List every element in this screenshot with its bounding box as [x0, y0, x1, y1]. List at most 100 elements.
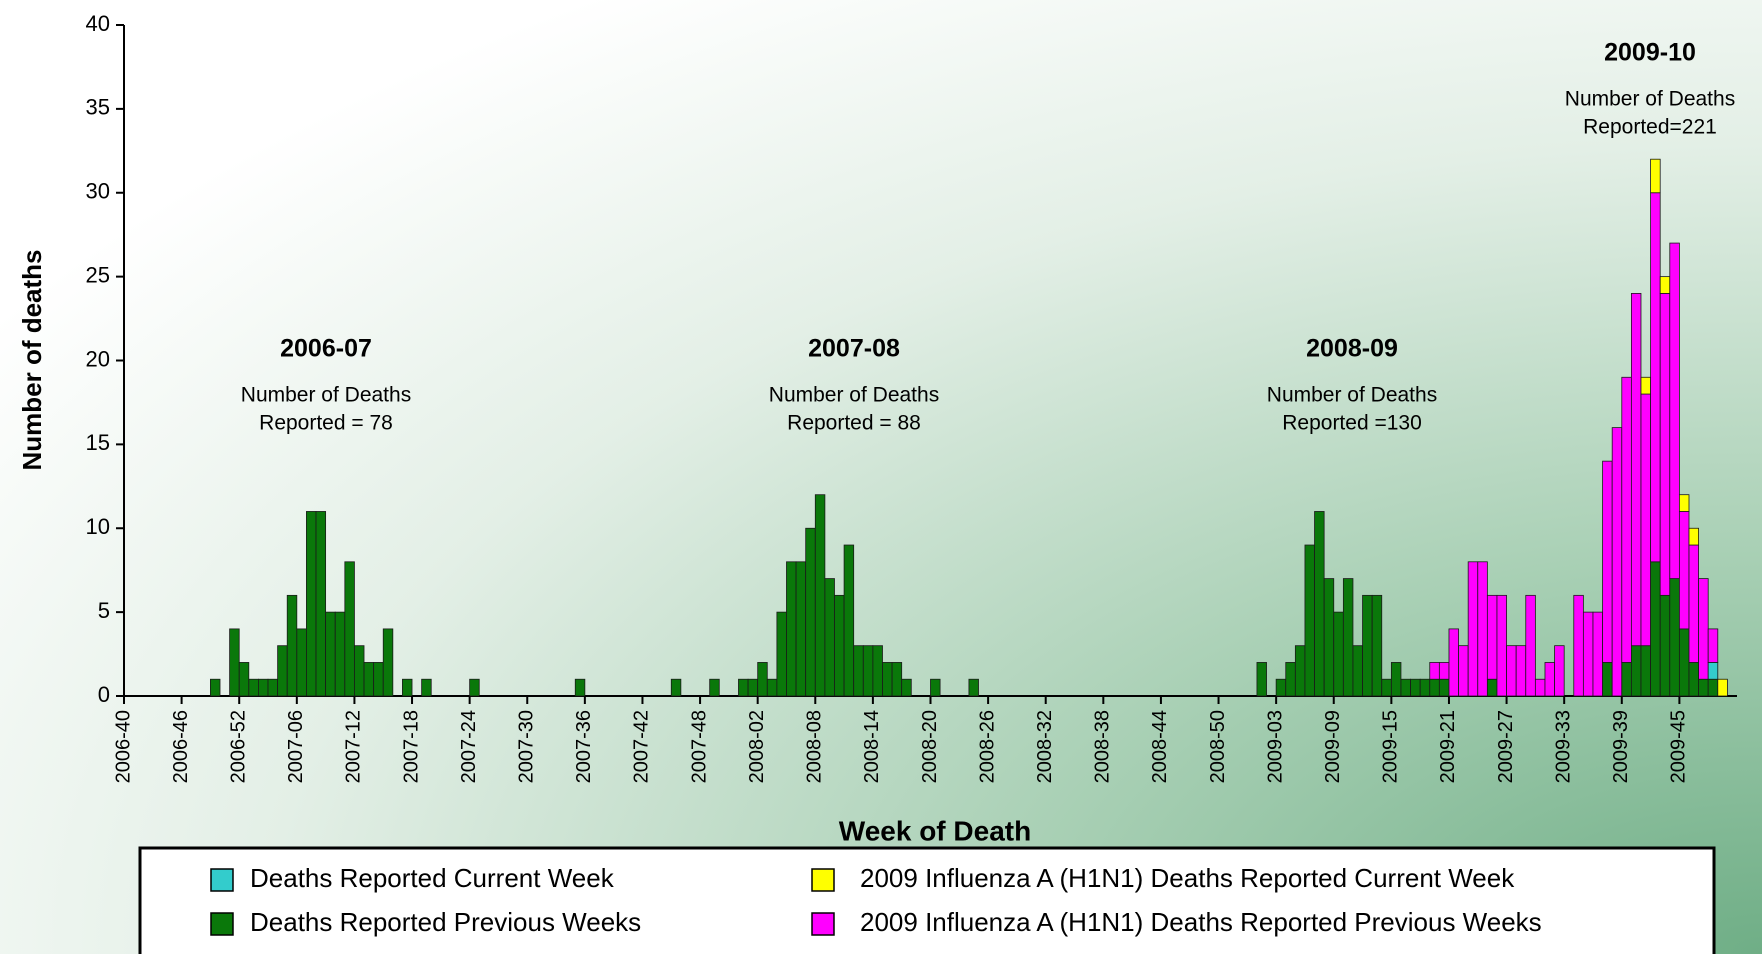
- bar-segment: [1314, 511, 1325, 697]
- bar-segment: [1678, 494, 1690, 512]
- bar-segment: [834, 594, 845, 697]
- y-tick-label: 5: [98, 598, 110, 623]
- bar-segment: [1592, 611, 1603, 697]
- bar-segment: [1554, 645, 1565, 697]
- x-tick-label: 2007-06: [285, 710, 307, 783]
- bar-segment: [1698, 578, 1709, 680]
- x-tick-label: 2007-30: [516, 710, 538, 783]
- x-tick-label: 2008-38: [1092, 710, 1114, 783]
- y-axis-title: Number of deaths: [17, 249, 47, 470]
- bar-segment: [296, 628, 307, 697]
- bar-segment: [363, 662, 375, 697]
- bar-segment: [1659, 292, 1671, 596]
- season-note: Number of Deaths: [1565, 88, 1735, 111]
- bar-segment: [1669, 242, 1680, 579]
- x-tick-label: 2008-32: [1034, 710, 1056, 783]
- bar-segment: [1448, 628, 1459, 697]
- bar-segment: [1381, 678, 1392, 697]
- bar-segment: [1688, 544, 1699, 663]
- bar-segment: [1573, 594, 1584, 697]
- bar-segment: [1496, 594, 1507, 697]
- bar-segment: [1534, 678, 1546, 697]
- season-label: 2009-10: [1604, 39, 1696, 67]
- y-tick-label: 0: [98, 682, 110, 707]
- x-tick-label: 2007-42: [631, 710, 653, 783]
- bar-segment: [238, 662, 250, 697]
- bar-segment: [1650, 561, 1661, 697]
- y-tick-label: 25: [86, 262, 110, 287]
- y-tick-label: 35: [86, 95, 110, 120]
- bar-segment: [1486, 678, 1498, 697]
- bar-segment: [814, 494, 826, 697]
- bar-segment: [795, 561, 807, 697]
- bar-segment: [968, 678, 979, 697]
- bar-segment: [1429, 662, 1440, 680]
- legend-swatch: [210, 868, 234, 892]
- bar-segment: [1640, 393, 1651, 647]
- bar-segment: [843, 544, 855, 697]
- bar-segment: [258, 678, 269, 697]
- bar-segment: [1419, 678, 1431, 697]
- x-tick-label: 2008-44: [1149, 710, 1171, 783]
- x-tick-label: 2006-40: [112, 710, 134, 783]
- x-tick-label: 2008-20: [919, 710, 941, 783]
- bar-segment: [229, 628, 240, 697]
- bar-segment: [574, 678, 586, 697]
- x-tick-label: 2006-46: [170, 710, 192, 783]
- bar-segment: [766, 678, 778, 697]
- bar-segment: [1650, 192, 1661, 563]
- bar-segment: [1429, 678, 1440, 697]
- bar-segment: [373, 662, 384, 697]
- x-tick-label: 2009-15: [1380, 710, 1402, 783]
- legend-swatch: [811, 912, 835, 936]
- x-tick-label: 2009-39: [1610, 710, 1632, 783]
- bar-segment: [1650, 158, 1661, 194]
- x-tick-label: 2009-03: [1264, 710, 1286, 783]
- x-tick-label: 2008-14: [861, 710, 883, 783]
- bar-segment: [306, 511, 317, 697]
- bar-segment: [853, 645, 864, 697]
- bar-segment: [1688, 527, 1699, 546]
- bar-segment: [1477, 561, 1488, 697]
- bar-segment: [1688, 662, 1699, 697]
- bar-segment: [891, 662, 903, 697]
- bar-segment: [1630, 645, 1642, 697]
- x-tick-label: 2009-33: [1552, 710, 1574, 783]
- bar-segment: [344, 561, 355, 697]
- bar-segment: [1659, 276, 1671, 294]
- bar-segment: [325, 611, 336, 697]
- bar-segment: [1669, 578, 1680, 697]
- bar-segment: [882, 662, 893, 697]
- bar-segment: [709, 678, 720, 697]
- bar-segment: [1390, 662, 1402, 697]
- bar-segment: [901, 678, 912, 697]
- season-label: 2006-07: [280, 335, 372, 363]
- bar-segment: [1707, 678, 1719, 697]
- x-axis-title: Week of Death: [839, 815, 1031, 846]
- legend-box: [138, 846, 1716, 954]
- bar-segment: [1602, 662, 1613, 697]
- bar-segment: [1659, 594, 1671, 697]
- bar-segment: [1582, 611, 1594, 697]
- x-tick-label: 2007-18: [400, 710, 422, 783]
- bar-segment: [402, 678, 413, 697]
- bar-segment: [354, 645, 365, 697]
- legend-swatch: [210, 912, 234, 936]
- bar-segment: [1611, 427, 1623, 697]
- x-tick-label: 2007-24: [458, 710, 480, 783]
- bar-segment: [1256, 662, 1267, 697]
- bar-segment: [1285, 662, 1296, 697]
- bar-segment: [248, 678, 259, 697]
- legend-swatch: [811, 868, 835, 892]
- bar-segment: [1678, 511, 1690, 630]
- x-tick-label: 2009-45: [1668, 710, 1690, 783]
- x-tick-label: 2007-36: [573, 710, 595, 783]
- y-tick-label: 20: [86, 346, 110, 371]
- bar-segment: [1640, 645, 1651, 697]
- bar-segment: [670, 678, 682, 697]
- season-note: Number of Deaths: [769, 384, 939, 407]
- y-tick-label: 30: [86, 179, 110, 204]
- bar-segment: [1678, 628, 1690, 697]
- bar-segment: [930, 678, 941, 697]
- bar-segment: [1410, 678, 1421, 697]
